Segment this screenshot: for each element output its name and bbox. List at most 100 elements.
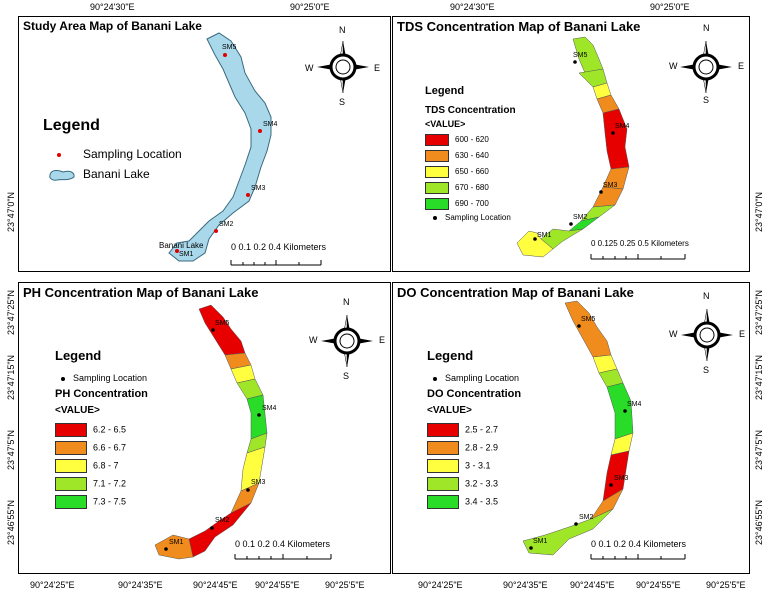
tds-value-label: <VALUE> (425, 119, 466, 129)
do-swatch-5 (427, 495, 459, 509)
do-site-sm2: SM2 (579, 514, 594, 521)
tds-site-sm2: SM2 (573, 214, 588, 221)
ph-compass-n: N (343, 297, 350, 307)
lake-shape-icon (49, 169, 75, 181)
study-lake-name: Banani Lake (159, 241, 204, 250)
study-compass-e: E (374, 63, 381, 73)
ph-scale-label: 0 0.1 0.2 0.4 Kilometers (235, 539, 331, 549)
coord-left-3: 23°47'15"N (6, 354, 16, 400)
tds-swatch-5 (425, 198, 449, 210)
coord-bottom-9: 90°24'55"E (636, 580, 681, 590)
coord-bottom-7: 90°24'35"E (503, 580, 548, 590)
ph-site-sm1: SM1 (169, 539, 184, 546)
ph-scale-bar (234, 554, 332, 560)
coord-right-1: 23°47'0"N (754, 191, 764, 232)
ph-swatch-2 (55, 441, 87, 455)
coord-top-2: 90°25'0"E (290, 2, 330, 12)
tds-class-5: 690 - 700 (425, 198, 489, 210)
study-scale-bar (230, 260, 322, 266)
do-scale-label: 0 0.1 0.2 0.4 Kilometers (591, 539, 687, 549)
black-dot-icon (433, 215, 437, 220)
coord-left-2: 23°47'25"N (6, 289, 16, 335)
tds-swatch-4 (425, 182, 449, 194)
ph-class-3-label: 6.8 - 7 (93, 460, 119, 471)
do-legend-sampling: Sampling Location (433, 373, 519, 383)
study-title: Study Area Map of Banani Lake (23, 19, 202, 33)
coord-left-5: 23°46'55"N (6, 499, 16, 545)
do-compass-w: W (669, 329, 678, 339)
study-area-panel: Study Area Map of Banani Lake N S E W SM… (18, 16, 391, 272)
tds-title: TDS Concentration Map of Banani Lake (397, 19, 641, 34)
tds-compass-s: S (703, 95, 710, 105)
tds-compass-w: W (669, 61, 678, 71)
ph-site-sm4: SM4 (262, 405, 277, 412)
do-class-2: 2.8 - 2.9 (427, 441, 498, 455)
tds-class-3-label: 650 - 660 (455, 167, 489, 177)
ph-class-5: 7.3 - 7.5 (55, 495, 126, 509)
study-site-sm5: SM5 (222, 44, 237, 51)
coord-right-2: 23°47'25"N (754, 289, 764, 335)
ph-legend-sampling: Sampling Location (61, 373, 147, 383)
ph-site-sm2: SM2 (215, 517, 230, 524)
coord-bottom-3: 90°24'45"E (193, 580, 238, 590)
ph-swatch-5 (55, 495, 87, 509)
coord-right-4: 23°47'5"N (754, 429, 764, 470)
study-compass-icon (315, 39, 371, 95)
tds-class-2-label: 630 - 640 (455, 151, 489, 161)
do-swatch-2 (427, 441, 459, 455)
ph-class-4: 7.1 - 7.2 (55, 477, 126, 491)
coord-top-4: 90°25'0"E (650, 2, 690, 12)
do-title: DO Concentration Map of Banani Lake (397, 285, 634, 300)
study-legend-title: Legend (43, 117, 100, 134)
ph-class-1-label: 6.2 - 6.5 (93, 424, 127, 435)
tds-site-sm3: SM3 (603, 182, 618, 189)
study-scale-label: 0 0.1 0.2 0.4 Kilometers (231, 242, 327, 252)
coord-top-3: 90°24'30"E (450, 2, 495, 12)
study-legend-sampling: Sampling Location (57, 147, 182, 161)
tds-legend-title: Legend (425, 85, 465, 97)
do-class-5-label: 3.4 - 3.5 (465, 496, 499, 507)
tds-class-4-label: 670 - 680 (455, 183, 489, 193)
tds-compass-e: E (738, 61, 745, 71)
coord-bottom-1: 90°24'25"E (30, 580, 75, 590)
coord-bottom-4: 90°24'55"E (255, 580, 300, 590)
do-lake-map (522, 300, 735, 560)
ph-legend-sampling-label: Sampling Location (73, 373, 148, 383)
ph-lake-map (154, 304, 375, 560)
tds-site-sm5: SM5 (573, 52, 588, 59)
tds-site-sm4: SM4 (615, 123, 630, 130)
coord-bottom-6: 90°24'25"E (418, 580, 463, 590)
study-legend-sampling-label: Sampling Location (83, 147, 182, 161)
do-legend-sampling-label: Sampling Location (445, 373, 520, 383)
ph-title: PH Concentration Map of Banani Lake (23, 285, 259, 300)
tds-class-4: 670 - 680 (425, 182, 489, 194)
ph-class-5-label: 7.3 - 7.5 (93, 496, 127, 507)
do-swatch-4 (427, 477, 459, 491)
ph-site-sm3: SM3 (251, 479, 266, 486)
coord-right-3: 23°47'15"N (754, 354, 764, 400)
study-site-sm2: SM2 (219, 221, 234, 228)
ph-site-sm5: SM5 (215, 320, 230, 327)
tds-compass-n: N (703, 23, 710, 33)
ph-compass-icon (319, 313, 375, 369)
study-site-dot-sm1 (175, 249, 179, 253)
study-site-sm3: SM3 (251, 185, 266, 192)
tds-panel: TDS Concentration Map of Banani Lake (392, 16, 750, 272)
tds-class-5-label: 690 - 700 (455, 199, 489, 209)
tds-site-sm1: SM1 (537, 232, 552, 239)
do-site-sm1: SM1 (533, 538, 548, 545)
study-site-dot-sm2 (214, 229, 218, 233)
ph-value-label: <VALUE> (55, 405, 100, 416)
study-compass-w: W (305, 63, 314, 73)
tds-swatch-1 (425, 134, 449, 146)
coord-left-4: 23°47'5"N (6, 429, 16, 470)
ph-class-2: 6.6 - 6.7 (55, 441, 126, 455)
coord-bottom-2: 90°24'35"E (118, 580, 163, 590)
study-lake-map (168, 32, 371, 266)
do-param-title: DO Concentration (427, 388, 522, 400)
tds-lake-map (516, 36, 734, 260)
study-compass-s: S (339, 97, 346, 107)
tds-class-1: 600 - 620 (425, 134, 489, 146)
study-compass-n: N (339, 25, 346, 35)
tds-scale-bar (590, 254, 686, 260)
